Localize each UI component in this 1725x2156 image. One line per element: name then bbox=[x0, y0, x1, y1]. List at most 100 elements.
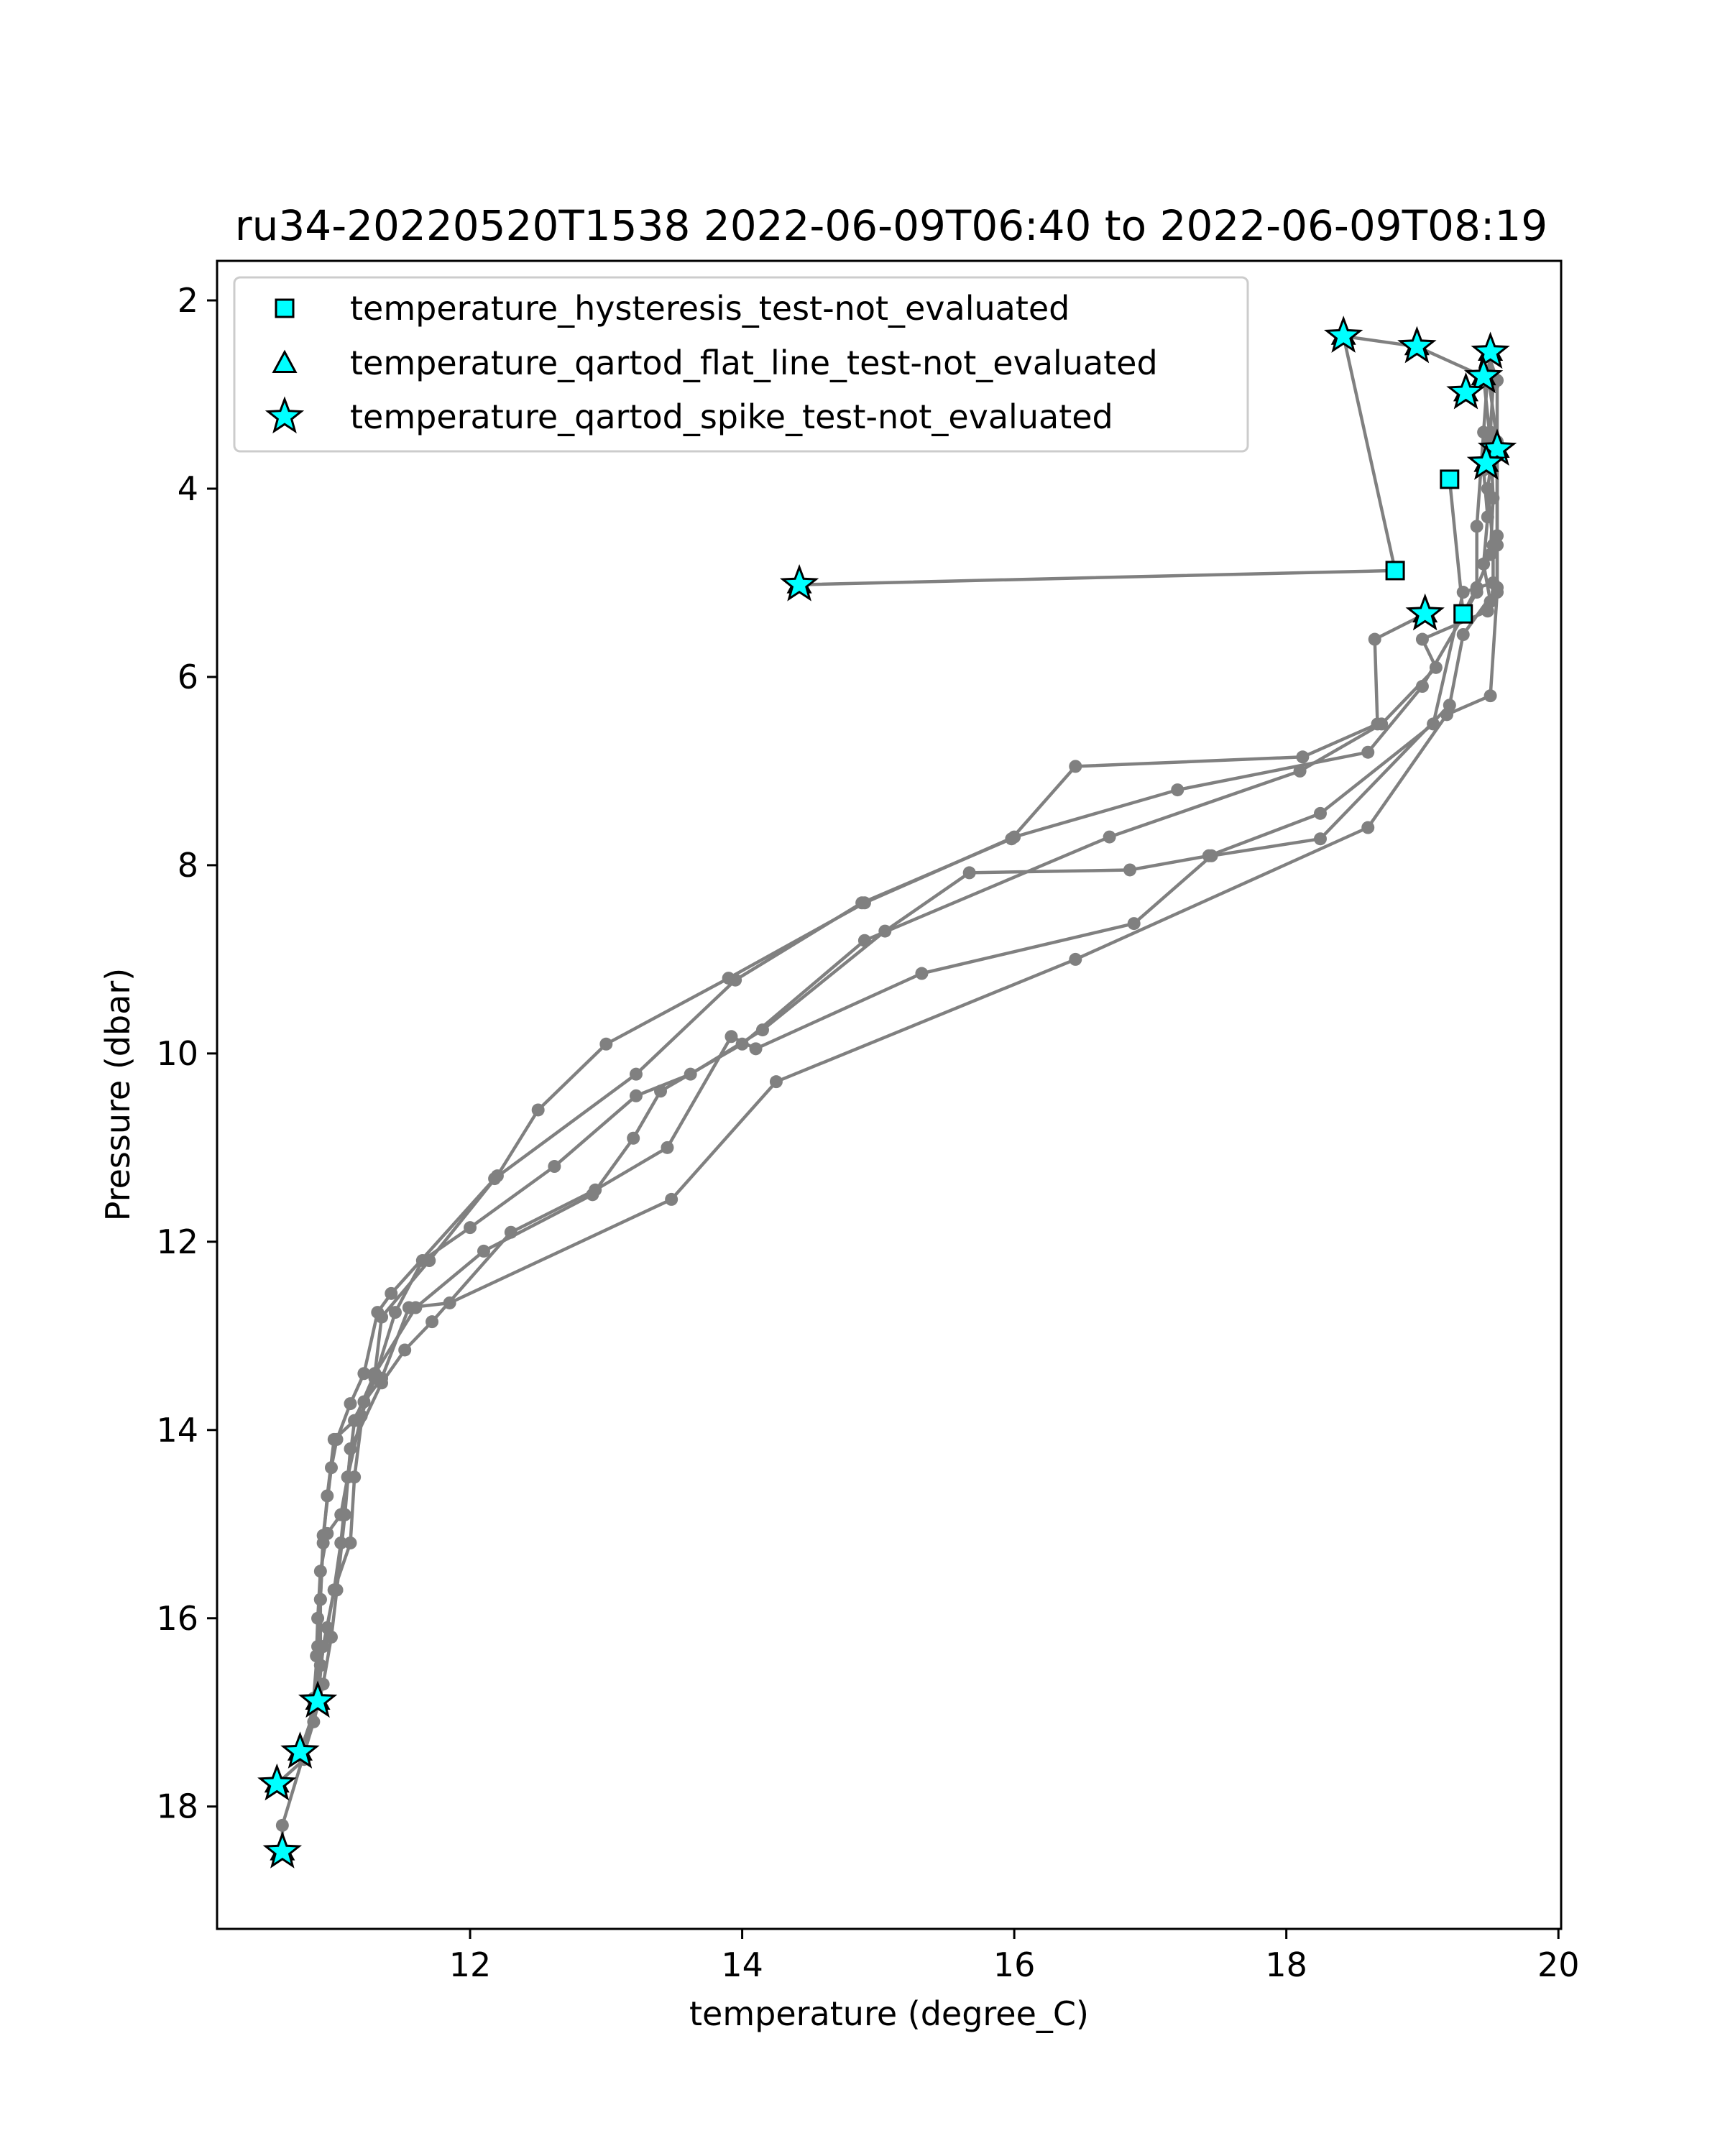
spike-flag-marker bbox=[1397, 326, 1437, 364]
data-point bbox=[464, 1221, 477, 1235]
y-tick-label: 6 bbox=[178, 658, 198, 696]
data-point bbox=[321, 1526, 334, 1540]
data-point bbox=[531, 1103, 545, 1117]
data-point bbox=[724, 1030, 738, 1044]
data-point bbox=[1371, 717, 1384, 731]
legend-label: temperature_hysteresis_test-not_evaluate… bbox=[350, 289, 1070, 328]
data-point bbox=[878, 924, 892, 938]
data-point bbox=[1361, 821, 1375, 834]
data-point bbox=[684, 1067, 697, 1081]
spike-flag-marker bbox=[1463, 356, 1504, 394]
data-point bbox=[398, 1343, 412, 1357]
y-tick-label: 4 bbox=[178, 469, 198, 508]
data-point bbox=[769, 1075, 783, 1089]
data-point bbox=[1171, 783, 1184, 797]
y-tick-label: 2 bbox=[178, 281, 198, 320]
data-point bbox=[344, 1397, 357, 1411]
data-point bbox=[629, 1089, 643, 1102]
data-point bbox=[1368, 632, 1381, 646]
x-tick-label: 18 bbox=[1265, 1945, 1307, 1984]
y-tick-label: 10 bbox=[156, 1034, 198, 1073]
data-point bbox=[324, 1630, 338, 1644]
data-point bbox=[1127, 917, 1141, 931]
legend-frame bbox=[233, 276, 1249, 453]
hysteresis-flag-marker bbox=[1440, 469, 1460, 489]
data-point bbox=[426, 1315, 439, 1329]
data-point bbox=[915, 967, 929, 980]
data-point bbox=[1477, 425, 1491, 439]
data-point bbox=[548, 1160, 561, 1174]
spike-flag-marker bbox=[1477, 428, 1517, 466]
data-point bbox=[1005, 832, 1018, 846]
spike-flag-marker bbox=[280, 1731, 320, 1769]
data-point bbox=[1484, 689, 1497, 703]
data-point bbox=[749, 1042, 763, 1056]
spike-flag-marker bbox=[1324, 315, 1363, 353]
data-point bbox=[1415, 680, 1429, 694]
spike-flag-marker bbox=[1466, 443, 1506, 480]
data-point bbox=[327, 1583, 341, 1597]
x-axis-label: temperature (degree_C) bbox=[689, 1994, 1089, 2033]
legend-entry-star: temperature_qartod_spike_test-not_evalua… bbox=[264, 396, 1113, 436]
spike-flag-marker bbox=[1405, 593, 1445, 631]
data-point bbox=[1440, 708, 1454, 722]
data-point bbox=[402, 1301, 415, 1314]
data-point bbox=[415, 1254, 429, 1268]
data-point bbox=[330, 1432, 344, 1446]
data-point bbox=[344, 1442, 357, 1455]
data-point bbox=[275, 1818, 289, 1832]
x-tick-label: 14 bbox=[721, 1945, 763, 1984]
data-point bbox=[962, 866, 976, 880]
data-point bbox=[661, 1141, 674, 1154]
data-point bbox=[1491, 529, 1504, 543]
data-point bbox=[357, 1395, 371, 1409]
data-point bbox=[589, 1183, 602, 1197]
x-tick-label: 12 bbox=[449, 1945, 492, 1984]
data-point bbox=[357, 1367, 371, 1381]
data-point bbox=[348, 1470, 362, 1484]
data-point bbox=[627, 1131, 640, 1145]
data-point bbox=[488, 1172, 502, 1186]
spike-flag-marker bbox=[262, 1830, 303, 1869]
y-tick-label: 12 bbox=[156, 1222, 198, 1261]
y-axis-label: Pressure (dbar) bbox=[98, 968, 137, 1221]
series-line bbox=[298, 370, 1499, 1753]
spike-flag-marker bbox=[257, 1763, 297, 1801]
y-tick-label: 14 bbox=[156, 1411, 198, 1450]
legend-label: temperature_qartod_flat_line_test-not_ev… bbox=[350, 344, 1158, 382]
data-point bbox=[324, 1461, 338, 1475]
legend-label: temperature_qartod_spike_test-not_evalua… bbox=[350, 397, 1113, 436]
y-tick-label: 8 bbox=[178, 846, 198, 885]
data-point bbox=[371, 1306, 385, 1319]
legend: temperature_hysteresis_test-not_evaluate… bbox=[233, 276, 1249, 453]
data-point bbox=[1456, 586, 1470, 599]
data-point bbox=[729, 973, 742, 987]
spike-flag-marker bbox=[1471, 331, 1510, 369]
data-point bbox=[599, 1037, 613, 1051]
data-point bbox=[665, 1192, 678, 1206]
data-point bbox=[1415, 632, 1429, 646]
spike-flag-marker bbox=[779, 564, 819, 602]
data-point bbox=[375, 1371, 389, 1385]
data-point bbox=[316, 1640, 330, 1654]
data-point bbox=[1491, 586, 1504, 599]
x-axis: 12 14 16 18 20 bbox=[449, 1929, 1579, 1984]
data-point bbox=[629, 1067, 643, 1081]
data-point bbox=[311, 1611, 325, 1625]
data-point bbox=[1470, 520, 1484, 533]
legend-square-marker bbox=[275, 298, 295, 318]
data-point bbox=[477, 1244, 490, 1258]
data-point bbox=[855, 896, 869, 910]
y-axis: 2 4 6 8 10 12 14 16 18 bbox=[156, 281, 217, 1826]
legend-star-marker bbox=[264, 396, 305, 434]
y-tick-label: 16 bbox=[156, 1599, 198, 1638]
data-point bbox=[504, 1225, 518, 1239]
hysteresis-flag-marker bbox=[1453, 604, 1473, 624]
data-point bbox=[1481, 482, 1494, 495]
data-point bbox=[388, 1306, 402, 1319]
plot-frame bbox=[216, 259, 1563, 1930]
data-point bbox=[1313, 832, 1327, 846]
series-layer bbox=[270, 329, 1504, 1858]
data-point bbox=[310, 1649, 323, 1663]
